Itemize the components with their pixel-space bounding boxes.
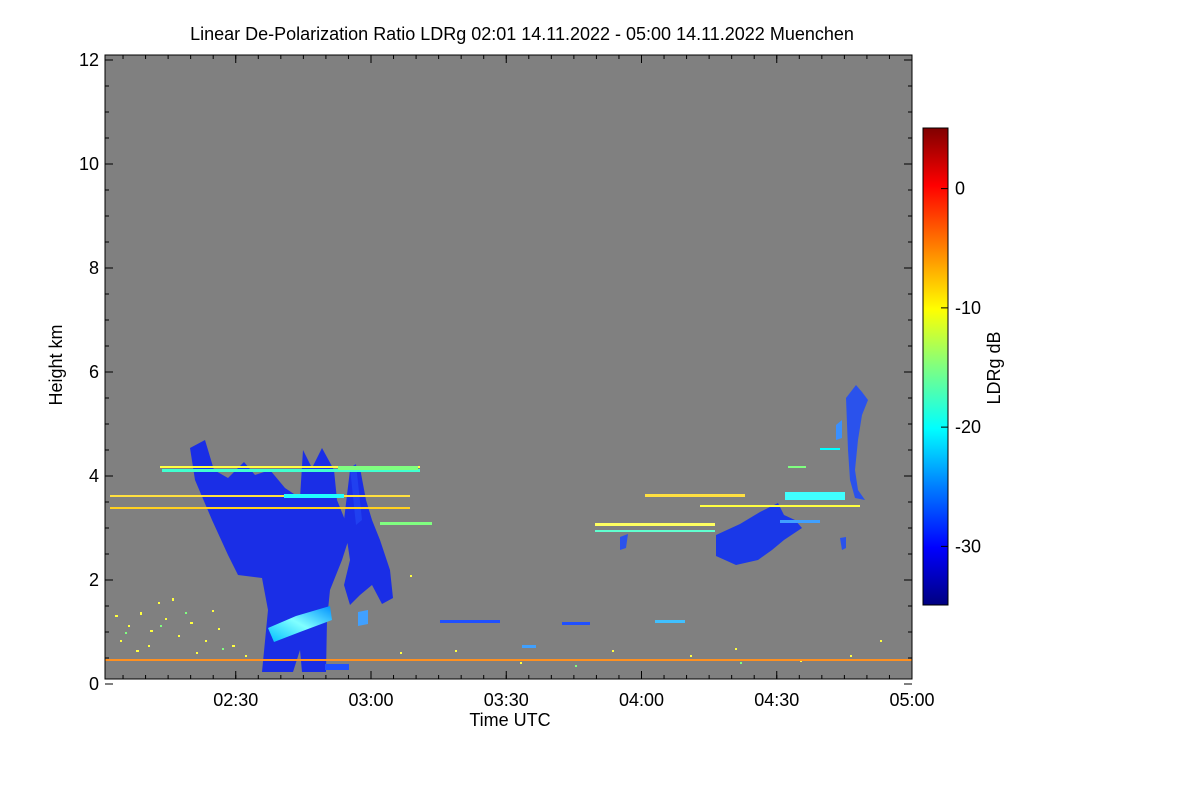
colorbar-ticks: 0 -10 -20 -30 bbox=[941, 179, 981, 556]
streak bbox=[788, 466, 806, 468]
streak bbox=[284, 494, 344, 498]
ground-speckle-green bbox=[125, 612, 742, 667]
low-echo bbox=[562, 622, 590, 625]
plot-frame bbox=[104, 54, 913, 680]
band-patch bbox=[358, 610, 368, 626]
low-echo bbox=[325, 664, 349, 670]
colorbar-tick-label: -20 bbox=[955, 417, 981, 437]
ice-virga-tip bbox=[836, 420, 842, 440]
streak bbox=[380, 522, 432, 525]
small-echo bbox=[620, 534, 628, 550]
y-axis: 0 2 4 6 8 10 12 bbox=[79, 50, 912, 694]
x-tick-label: 04:00 bbox=[619, 690, 664, 710]
ice-virga bbox=[846, 385, 868, 500]
surface-layer bbox=[105, 659, 912, 661]
streak bbox=[110, 495, 410, 497]
colorbar-label: LDRg dB bbox=[984, 331, 1004, 404]
streak bbox=[700, 505, 860, 507]
y-tick-label: 12 bbox=[79, 50, 99, 70]
streak bbox=[780, 520, 820, 523]
x-tick-label: 02:30 bbox=[213, 690, 258, 710]
x-tick-label: 04:30 bbox=[754, 690, 799, 710]
y-tick-label: 2 bbox=[89, 570, 99, 590]
streak bbox=[785, 492, 845, 500]
streak bbox=[162, 469, 420, 472]
low-echo bbox=[655, 620, 685, 623]
colorbar bbox=[922, 127, 949, 606]
streak bbox=[160, 466, 420, 468]
small-echo-2 bbox=[840, 537, 846, 550]
y-tick-label: 8 bbox=[89, 258, 99, 278]
melting-layer-band bbox=[268, 606, 332, 642]
plot-area bbox=[105, 55, 912, 679]
x-axis: 02:30 03:00 03:30 04:00 04:30 05:00 bbox=[122, 55, 935, 710]
plot-features bbox=[105, 385, 912, 672]
ground-speckle bbox=[115, 575, 882, 664]
cloud-streak bbox=[350, 464, 362, 525]
colorbar-tick-label: -30 bbox=[955, 536, 981, 556]
streak bbox=[595, 530, 715, 532]
y-tick-label: 0 bbox=[89, 674, 99, 694]
low-echo bbox=[440, 620, 500, 623]
x-tick-label: 03:30 bbox=[484, 690, 529, 710]
y-axis-label: Height km bbox=[46, 324, 66, 405]
x-axis-label: Time UTC bbox=[469, 710, 550, 730]
chart-title: Linear De-Polarization Ratio LDRg 02:01 … bbox=[190, 24, 854, 44]
y-tick-label: 10 bbox=[79, 154, 99, 174]
low-echo bbox=[522, 645, 536, 648]
mid-level-cloud bbox=[716, 503, 802, 565]
streak bbox=[110, 507, 410, 509]
streak bbox=[595, 523, 715, 526]
streak bbox=[338, 466, 418, 470]
y-tick-label: 4 bbox=[89, 466, 99, 486]
x-tick-label: 05:00 bbox=[889, 690, 934, 710]
colorbar-tick-label: -10 bbox=[955, 298, 981, 318]
y-tick-label: 6 bbox=[89, 362, 99, 382]
x-tick-label: 03:00 bbox=[348, 690, 393, 710]
colorbar-tick-label: 0 bbox=[955, 179, 965, 199]
streak bbox=[645, 494, 745, 497]
streak bbox=[820, 448, 840, 450]
